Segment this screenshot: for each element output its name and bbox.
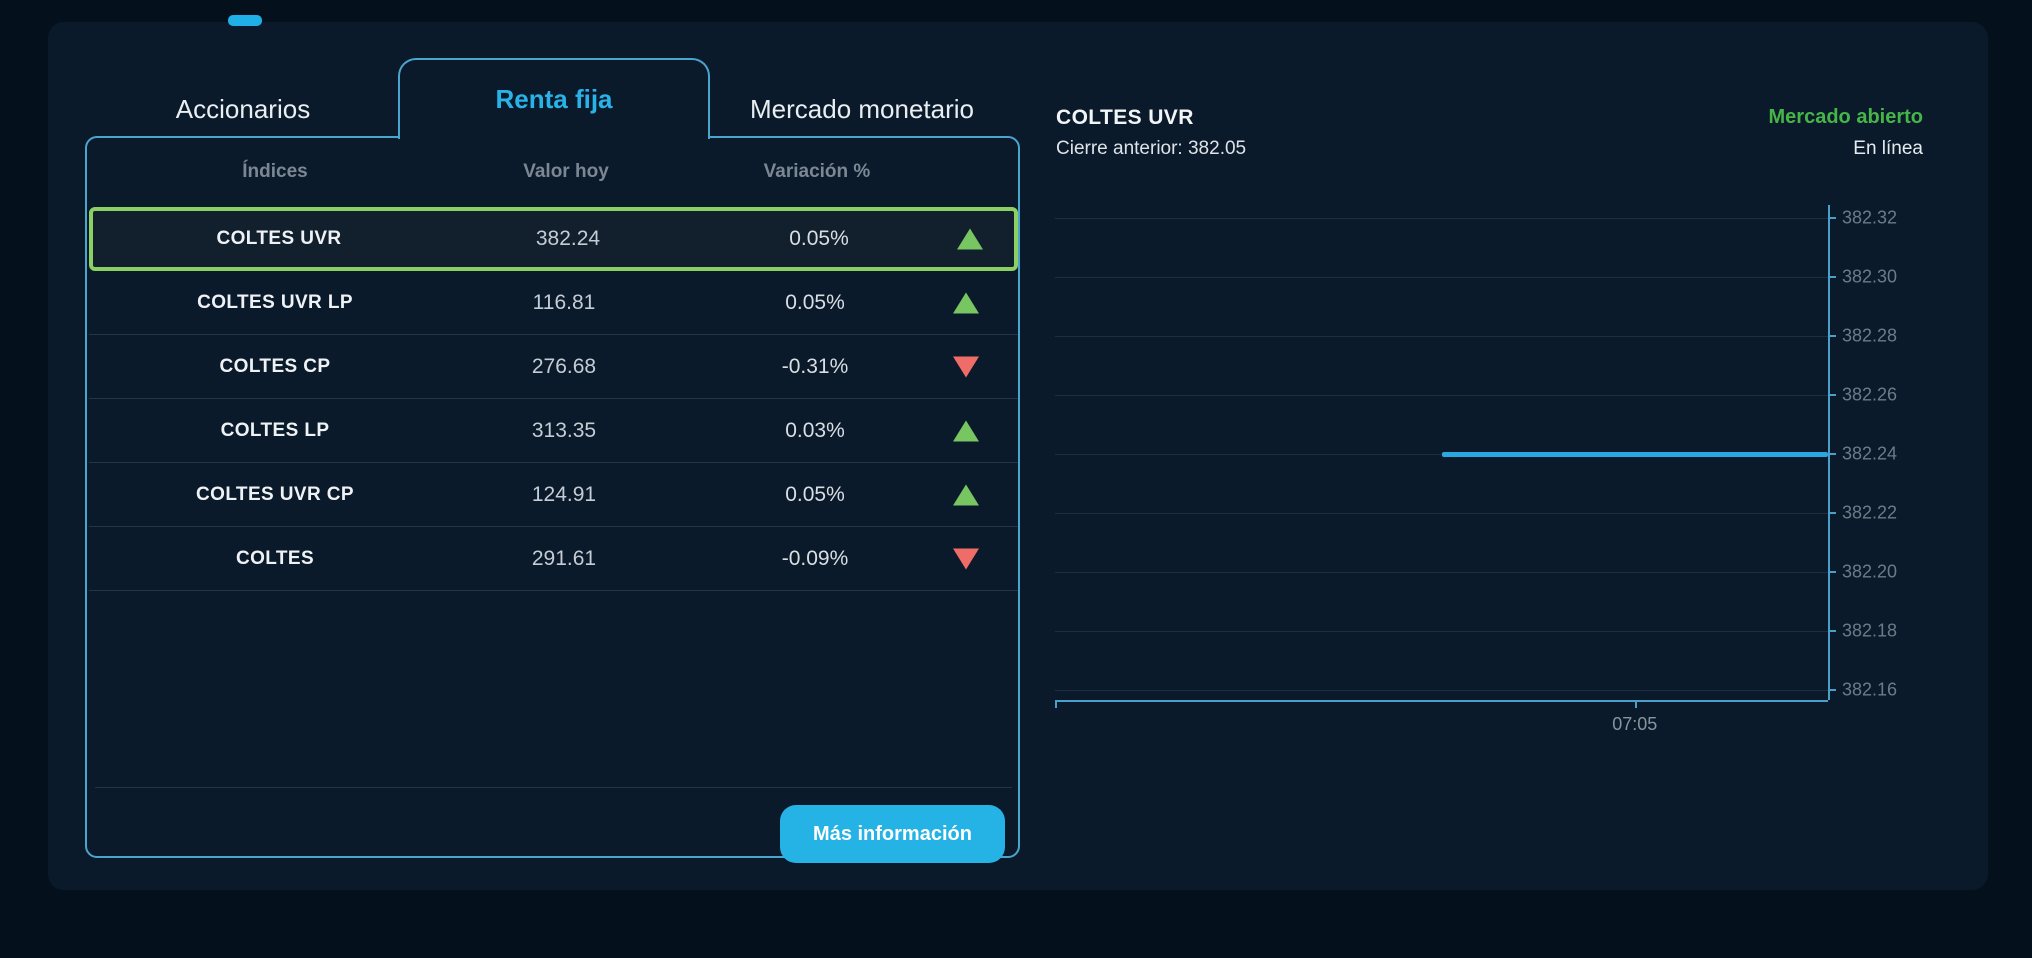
table-row[interactable]: COLTES 291.61 -0.09% (89, 527, 1018, 591)
index-change: 0.05% (785, 482, 845, 506)
y-axis-tick (1828, 630, 1836, 632)
index-name: COLTES UVR CP (196, 483, 354, 505)
chart-gridline (1055, 690, 1828, 691)
tab-mercado-monetario[interactable]: Mercado monetario (750, 94, 974, 124)
index-change: 0.05% (785, 290, 845, 314)
y-axis-label: 382.26 (1842, 384, 1898, 405)
index-name: COLTES (235, 547, 315, 569)
arrow-up-icon (953, 484, 979, 505)
chart-gridline (1055, 631, 1828, 632)
y-axis-label: 382.28 (1842, 325, 1898, 346)
table-row[interactable]: COLTES CP 276.68 -0.31% (89, 335, 1018, 399)
y-axis-label: 382.18 (1842, 620, 1898, 641)
indices-table-panel: Índices Valor hoy Variación % COLTES UVR… (85, 136, 1020, 863)
chart-gridline (1055, 572, 1828, 573)
y-axis-label: 382.24 (1842, 443, 1898, 464)
chart-gridline (1055, 277, 1828, 278)
connection-status: En línea (1853, 138, 1923, 159)
arrow-up-icon (953, 420, 979, 441)
arrow-up-icon (953, 292, 979, 313)
index-value: 313.35 (531, 418, 597, 442)
tab-renta-fija[interactable]: Renta fija (398, 58, 710, 139)
table-row[interactable]: COLTES UVR LP 116.81 0.05% (89, 271, 1018, 335)
index-change: 0.05% (789, 227, 849, 250)
index-rows: COLTES UVR 382.24 0.05% COLTES UVR LP 11… (89, 207, 1018, 591)
y-axis-label: 382.20 (1842, 561, 1898, 582)
table-row[interactable]: COLTES UVR CP 124.91 0.05% (89, 463, 1018, 527)
x-axis-tick (1634, 700, 1637, 708)
y-axis-tick (1828, 453, 1836, 455)
market-indices-card: Accionarios Renta fija Mercado monetario… (48, 22, 1988, 890)
arrow-down-icon (953, 356, 979, 377)
market-status-badge: Mercado abierto (1768, 106, 1923, 128)
table-row[interactable]: COLTES UVR 382.24 0.05% (89, 207, 1018, 271)
previous-close-text: Cierre anterior: 382.05 (1056, 138, 1247, 159)
y-axis-tick (1828, 571, 1836, 573)
more-info-button[interactable]: Más información (780, 805, 1005, 863)
y-axis-tick (1828, 276, 1836, 278)
y-axis-tick (1828, 689, 1836, 691)
index-value: 382.24 (535, 227, 601, 250)
arrow-down-icon (953, 548, 979, 569)
index-name: COLTES CP (219, 355, 331, 377)
chart-gridline (1055, 395, 1828, 396)
tab-accionarios[interactable]: Accionarios (175, 94, 311, 124)
arrow-up-icon (957, 228, 983, 250)
y-axis-tick (1828, 217, 1836, 219)
chart-gridline (1055, 513, 1828, 514)
index-change: 0.03% (785, 418, 845, 442)
index-change: -0.09% (781, 546, 849, 570)
index-name: COLTES UVR LP (197, 291, 353, 313)
index-value: 291.61 (531, 546, 597, 570)
table-row[interactable]: COLTES LP 313.35 0.03% (89, 399, 1018, 463)
top-tab-indicator (228, 15, 262, 26)
y-axis-label: 382.22 (1842, 502, 1898, 523)
price-chart: 382.32 382.30 382.28 382.26 382.24 382.22 382.… (48, 22, 1988, 890)
index-name: COLTES UVR (216, 228, 342, 249)
y-axis-line (1828, 205, 1830, 700)
chart-gridline (1055, 218, 1828, 219)
index-name: COLTES LP (220, 419, 330, 441)
divider (95, 787, 1012, 788)
y-axis-label: 382.16 (1842, 679, 1898, 700)
x-axis-line (1055, 700, 1828, 702)
index-change: -0.31% (781, 354, 849, 378)
price-line (1441, 452, 1828, 457)
y-axis-label: 382.30 (1842, 266, 1898, 287)
y-axis-tick (1828, 394, 1836, 396)
column-header-indices: Índices (242, 161, 308, 182)
column-header-variacion: Variación % (763, 161, 871, 182)
x-axis-label: 07:05 (1612, 714, 1658, 734)
y-axis-tick (1828, 335, 1836, 337)
chart-gridline (1055, 336, 1828, 337)
index-value: 116.81 (532, 290, 596, 314)
x-axis-tick (1055, 700, 1057, 708)
index-value: 124.91 (531, 482, 597, 506)
index-value: 276.68 (531, 354, 597, 378)
y-axis-label: 382.32 (1842, 207, 1898, 228)
column-header-valor-hoy: Valor hoy (523, 161, 609, 182)
selected-index-title: COLTES UVR (1056, 106, 1194, 129)
y-axis-tick (1828, 512, 1836, 514)
